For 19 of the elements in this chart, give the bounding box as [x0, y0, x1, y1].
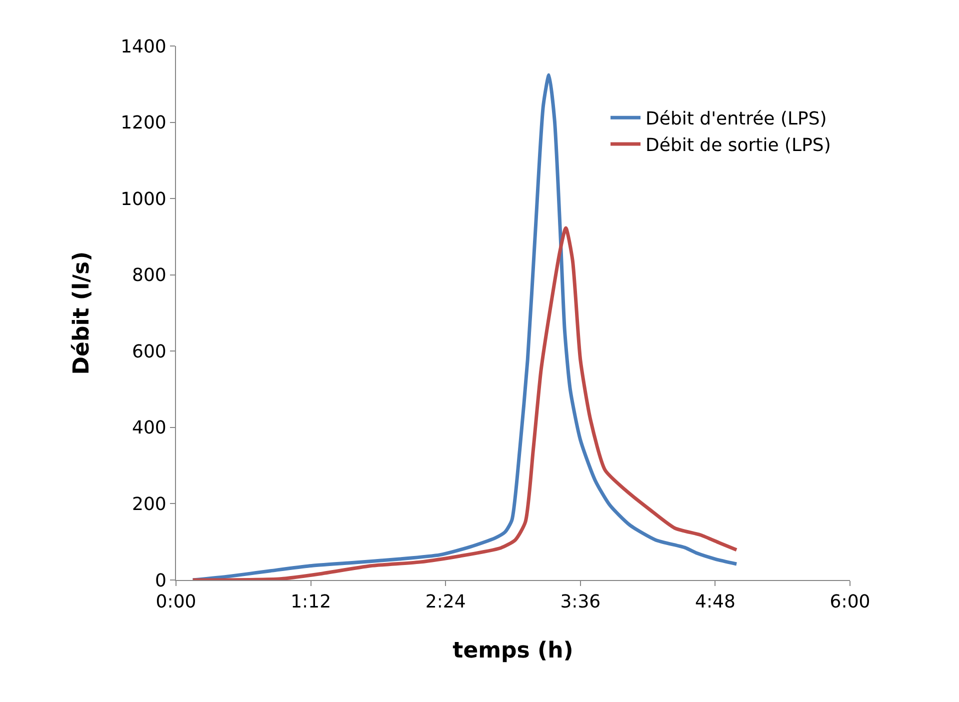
line-series — [191, 226, 738, 580]
y-tick-label: 0 — [154, 570, 166, 592]
y-tick-label: 1200 — [120, 112, 166, 134]
y-tick-label: 600 — [132, 341, 166, 362]
x-tick-label: 2:24 — [425, 592, 466, 613]
x-tick-label: 1:12 — [290, 592, 332, 613]
y-tick-label: 400 — [132, 418, 166, 439]
legend-label: Débit d'entrée (LPS) — [646, 108, 827, 130]
x-tick-label: 0:00 — [156, 592, 196, 613]
x-axis-title: temps (h) — [452, 638, 574, 664]
legend-label: Débit de sortie (LPS) — [646, 135, 831, 156]
y-tick-label: 1000 — [120, 188, 166, 210]
y-tick-label: 200 — [132, 494, 166, 516]
x-tick-label: 3:36 — [560, 592, 601, 613]
x-tick-label: 4:48 — [694, 592, 736, 613]
x-tick-label: 6:00 — [830, 592, 870, 613]
y-axis-title: Débit (l/s) — [69, 251, 94, 375]
y-tick-label: 800 — [132, 265, 166, 286]
y-tick-label: 1400 — [120, 36, 166, 58]
